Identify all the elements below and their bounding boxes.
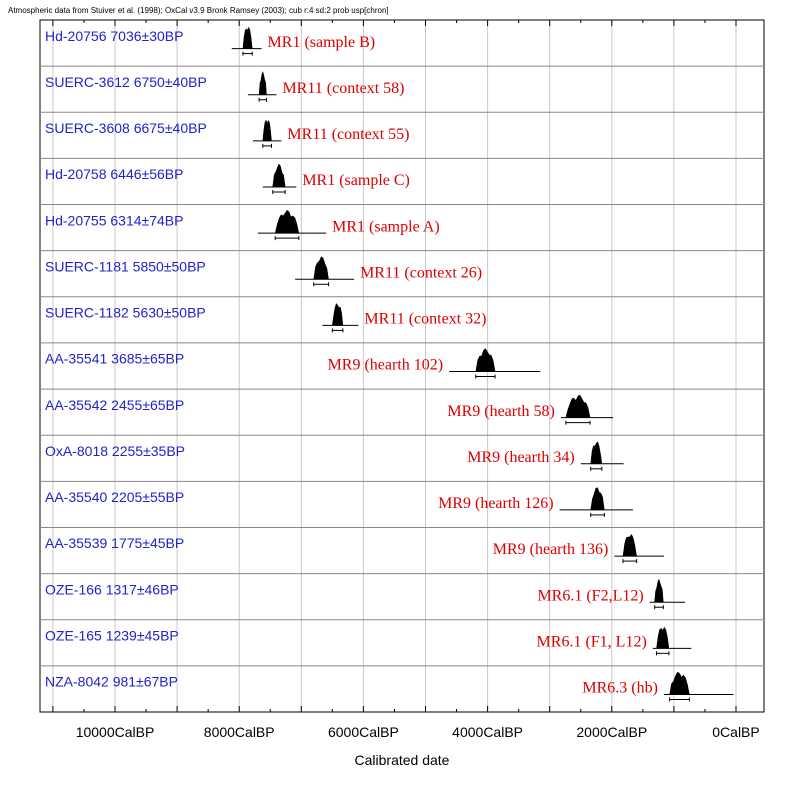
sample-site-label: MR9 (hearth 58)	[447, 403, 555, 420]
x-tick-label: 0CalBP	[712, 724, 759, 740]
sample-row: AA-35542 2455±65BP MR9 (hearth 58)	[45, 394, 614, 425]
x-tick-label: 4000CalBP	[452, 724, 523, 740]
sample-site-label: MR11 (context 32)	[364, 311, 486, 328]
sample-row: AA-35540 2205±55BP MR9 (hearth 126)	[45, 487, 633, 517]
grid-layer	[40, 20, 764, 712]
probability-distribution	[656, 626, 670, 649]
probability-distribution	[262, 119, 272, 142]
probability-distribution	[475, 348, 496, 372]
sample-site-label: MR9 (hearth 126)	[438, 495, 554, 512]
probability-distribution	[622, 533, 637, 557]
probability-distribution	[669, 671, 690, 695]
sample-row: AA-35541 3685±65BP MR9 (hearth 102)	[45, 348, 541, 379]
sample-lab-code: AA-35541 3685±65BP	[45, 351, 184, 367]
sample-lab-code: OxA-8018 2255±35BP	[45, 443, 185, 459]
sample-site-label: MR6.3 (hb)	[582, 680, 658, 697]
sample-site-label: MR6.1 (F2,L12)	[537, 587, 643, 604]
probability-distribution	[654, 578, 664, 603]
sample-lab-code: AA-35540 2205±55BP	[45, 489, 184, 505]
sample-row: SUERC-1181 5850±50BP MR11 (context 26)	[45, 256, 482, 287]
probability-distribution	[258, 70, 267, 95]
sample-site-label: MR11 (context 26)	[360, 264, 482, 281]
sample-site-label: MR9 (hearth 102)	[328, 357, 444, 374]
probability-distribution	[590, 441, 603, 465]
sample-site-label: MR1 (sample C)	[302, 172, 410, 189]
sample-site-label: MR9 (hearth 34)	[467, 449, 575, 466]
sample-lab-code: SUERC-3612 6750±40BP	[45, 74, 207, 90]
sample-lab-code: SUERC-1181 5850±50BP	[45, 258, 206, 274]
sample-lab-code: OZE-166 1317±46BP	[45, 581, 179, 597]
sample-lab-code: OZE-165 1239±45BP	[45, 627, 179, 643]
sample-lab-code: Hd-20755 6314±74BP	[45, 212, 183, 228]
probability-distribution	[565, 394, 591, 418]
x-axis-title: Calibrated date	[355, 752, 450, 768]
sample-row: OZE-166 1317±46BP MR6.1 (F2,L12)	[45, 578, 686, 610]
sample-row: Hd-20758 6446±56BP MR1 (sample C)	[45, 163, 410, 195]
x-axis: 10000CalBP 8000CalBP 6000CalBP 4000CalBP 200…	[52, 20, 760, 740]
sample-site-label: MR1 (sample A)	[332, 218, 440, 235]
rows-layer: Hd-20756 7036±30BP MR1 (sample B) SUERC-36…	[45, 26, 734, 702]
sample-site-label: MR11 (context 58)	[282, 80, 404, 97]
sample-lab-code: AA-35539 1775±45BP	[45, 535, 184, 551]
sample-row: OZE-165 1239±45BP MR6.1 (F1, L12)	[45, 626, 692, 656]
sample-lab-code: Hd-20756 7036±30BP	[45, 28, 183, 44]
sample-lab-code: AA-35542 2455±65BP	[45, 397, 184, 413]
sample-row: NZA-8042 981±67BP MR6.3 (hb)	[45, 671, 734, 702]
sample-lab-code: SUERC-3608 6675±40BP	[45, 120, 207, 136]
probability-distribution	[332, 302, 344, 326]
plot-frame	[39, 19, 765, 713]
sample-site-label: MR11 (context 55)	[287, 126, 409, 143]
sample-site-label: MR6.1 (F1, L12)	[537, 633, 647, 650]
sample-site-label: MR9 (hearth 136)	[493, 541, 609, 558]
sample-row: SUERC-1182 5630±50BP MR11 (context 32)	[45, 302, 486, 333]
sample-row: OxA-8018 2255±35BP MR9 (hearth 34)	[45, 441, 624, 471]
x-tick-label: 2000CalBP	[576, 724, 647, 740]
sample-row: Hd-20755 6314±74BP MR1 (sample A)	[45, 209, 440, 241]
sample-row: SUERC-3608 6675±40BP MR11 (context 55)	[45, 119, 409, 148]
sample-row: AA-35539 1775±45BP MR9 (hearth 136)	[45, 533, 664, 564]
probability-distribution	[590, 487, 605, 511]
sample-lab-code: Hd-20758 6446±56BP	[45, 166, 183, 182]
probability-distribution	[313, 256, 329, 280]
probability-distribution	[242, 26, 253, 49]
x-tick-label: 8000CalBP	[204, 724, 275, 740]
chart-header-note: Atmospheric data from Stuiver et al. (19…	[8, 6, 389, 15]
sample-lab-code: SUERC-1182 5630±50BP	[45, 305, 206, 321]
sample-lab-code: NZA-8042 981±67BP	[45, 674, 178, 690]
sample-row: Hd-20756 7036±30BP MR1 (sample B)	[45, 26, 376, 56]
x-tick-label: 10000CalBP	[76, 724, 155, 740]
sample-site-label: MR1 (sample B)	[268, 34, 376, 51]
sample-row: SUERC-3612 6750±40BP MR11 (context 58)	[45, 70, 405, 102]
probability-distribution	[272, 163, 286, 188]
probability-distribution	[274, 209, 300, 234]
x-tick-label: 6000CalBP	[328, 724, 399, 740]
